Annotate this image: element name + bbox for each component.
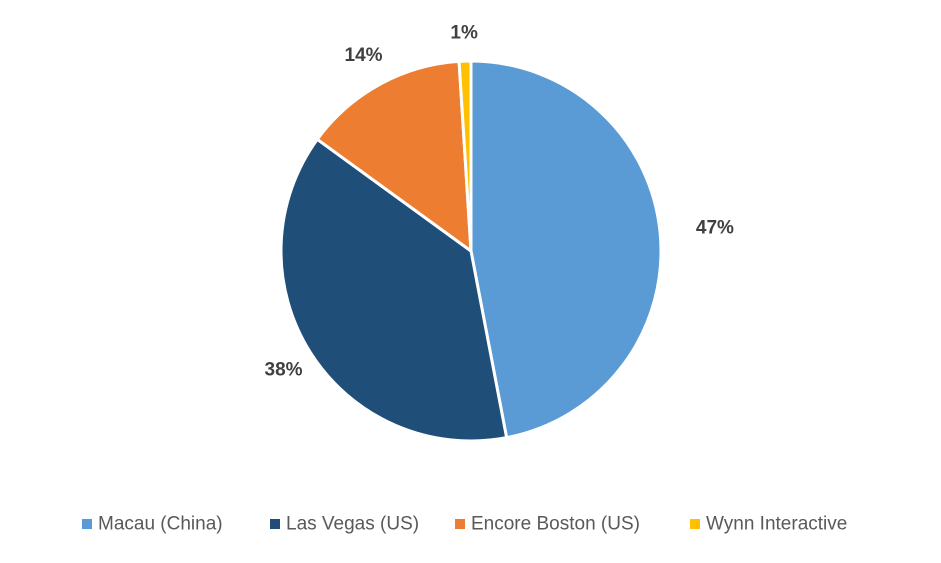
data-label: 1% [450, 23, 478, 44]
pie-slice-wynn-interactive [457, 59, 473, 253]
pie-slice-encore-boston-us [315, 59, 473, 253]
pie-slice-las-vegas-us [279, 137, 509, 443]
legend: Macau (China) Las Vegas (US) Encore Boston… [82, 514, 847, 535]
legend-swatch [82, 519, 92, 529]
legend-label: Encore Boston (US) [471, 514, 640, 535]
legend-swatch [270, 519, 280, 529]
legend-label: Las Vegas (US) [286, 514, 419, 535]
data-label: 47% [696, 217, 734, 238]
legend-label: Macau (China) [98, 514, 223, 535]
legend-item: Macau (China) [82, 514, 223, 535]
legend-item: Encore Boston (US) [455, 514, 640, 535]
data-labels: 47% 38% 14% 1% [265, 23, 734, 381]
legend-label: Wynn Interactive [706, 514, 847, 535]
data-label: 38% [265, 359, 303, 380]
legend-swatch [455, 519, 465, 529]
pie-slices [279, 59, 663, 443]
legend-item: Las Vegas (US) [270, 514, 419, 535]
data-label: 14% [345, 45, 383, 66]
legend-item: Wynn Interactive [690, 514, 847, 535]
legend-swatch [690, 519, 700, 529]
pie-slice-macau-china [469, 59, 663, 440]
